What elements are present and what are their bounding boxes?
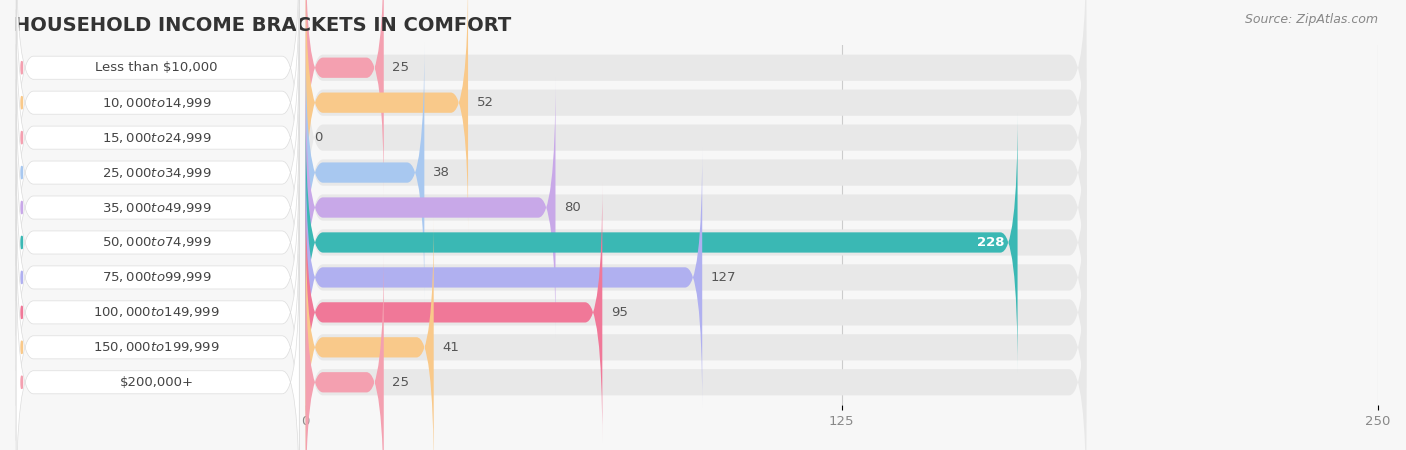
Text: $100,000 to $149,999: $100,000 to $149,999: [93, 306, 219, 320]
FancyBboxPatch shape: [17, 9, 299, 266]
FancyBboxPatch shape: [17, 44, 299, 301]
Text: 25: 25: [392, 376, 409, 389]
FancyBboxPatch shape: [305, 43, 425, 302]
Text: $10,000 to $14,999: $10,000 to $14,999: [101, 96, 211, 110]
FancyBboxPatch shape: [305, 46, 1087, 299]
FancyBboxPatch shape: [305, 220, 1087, 450]
Text: $50,000 to $74,999: $50,000 to $74,999: [101, 235, 211, 249]
FancyBboxPatch shape: [17, 114, 299, 371]
Text: Less than $10,000: Less than $10,000: [96, 61, 218, 74]
FancyBboxPatch shape: [305, 186, 1087, 439]
FancyBboxPatch shape: [17, 149, 299, 406]
Text: 41: 41: [443, 341, 460, 354]
Circle shape: [21, 376, 22, 388]
FancyBboxPatch shape: [305, 78, 555, 337]
FancyBboxPatch shape: [305, 252, 384, 450]
FancyBboxPatch shape: [305, 151, 1087, 404]
Text: 25: 25: [392, 61, 409, 74]
Text: 228: 228: [977, 236, 1005, 249]
FancyBboxPatch shape: [305, 0, 1087, 230]
Text: $15,000 to $24,999: $15,000 to $24,999: [101, 130, 211, 144]
FancyBboxPatch shape: [305, 0, 384, 198]
Circle shape: [21, 271, 22, 284]
FancyBboxPatch shape: [305, 0, 468, 232]
Text: HOUSEHOLD INCOME BRACKETS IN COMFORT: HOUSEHOLD INCOME BRACKETS IN COMFORT: [14, 16, 512, 35]
Text: 127: 127: [711, 271, 737, 284]
Circle shape: [21, 166, 22, 179]
FancyBboxPatch shape: [17, 79, 299, 336]
FancyBboxPatch shape: [305, 11, 1087, 264]
Circle shape: [21, 131, 22, 144]
FancyBboxPatch shape: [305, 218, 433, 450]
FancyBboxPatch shape: [305, 148, 702, 407]
FancyBboxPatch shape: [17, 0, 299, 196]
Text: $150,000 to $199,999: $150,000 to $199,999: [93, 340, 219, 354]
Circle shape: [21, 62, 22, 74]
Text: $25,000 to $34,999: $25,000 to $34,999: [101, 166, 211, 180]
Text: Source: ZipAtlas.com: Source: ZipAtlas.com: [1244, 14, 1378, 27]
Text: $75,000 to $99,999: $75,000 to $99,999: [101, 270, 211, 284]
Circle shape: [21, 236, 22, 249]
FancyBboxPatch shape: [17, 0, 299, 231]
FancyBboxPatch shape: [305, 183, 602, 442]
FancyBboxPatch shape: [17, 254, 299, 450]
Text: 52: 52: [477, 96, 494, 109]
Text: 38: 38: [433, 166, 450, 179]
FancyBboxPatch shape: [305, 0, 1087, 194]
Circle shape: [21, 96, 22, 109]
FancyBboxPatch shape: [305, 116, 1087, 369]
FancyBboxPatch shape: [305, 113, 1018, 372]
Text: 0: 0: [315, 131, 322, 144]
Text: 80: 80: [564, 201, 581, 214]
Circle shape: [21, 201, 22, 214]
Text: 95: 95: [610, 306, 627, 319]
FancyBboxPatch shape: [17, 184, 299, 441]
FancyBboxPatch shape: [305, 81, 1087, 334]
FancyBboxPatch shape: [305, 256, 1087, 450]
Circle shape: [21, 341, 22, 354]
Text: $35,000 to $49,999: $35,000 to $49,999: [101, 201, 211, 215]
FancyBboxPatch shape: [17, 219, 299, 450]
Text: $200,000+: $200,000+: [120, 376, 194, 389]
Circle shape: [21, 306, 22, 319]
